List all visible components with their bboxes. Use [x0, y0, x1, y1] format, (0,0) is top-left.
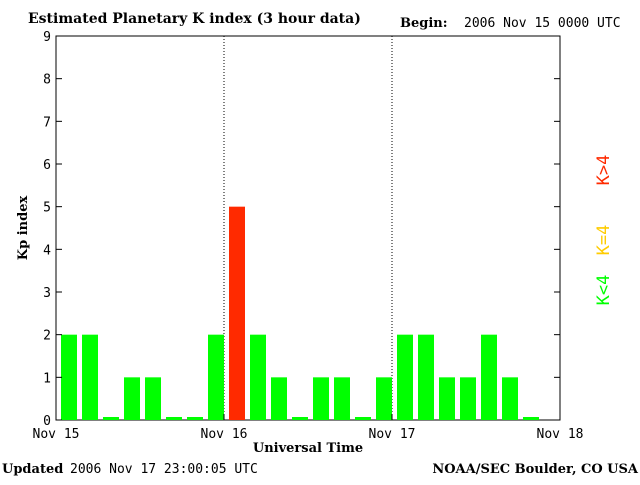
y-axis-label: Kp index — [16, 196, 31, 261]
kp-bar-18 — [418, 334, 434, 420]
legend-low: K<4 — [594, 275, 614, 306]
x-axis-label: Universal Time — [253, 441, 363, 456]
kp-bar-21 — [481, 334, 497, 420]
x-tick-label-4: Nov 18 — [537, 427, 584, 442]
y-ticks: 0 1 2 3 4 5 6 7 8 9 — [43, 30, 560, 429]
y-tick-label-6: 6 — [43, 158, 51, 173]
y-tick-label-7: 7 — [43, 115, 51, 130]
kp-bar-3 — [103, 417, 119, 420]
kp-bar-10 — [250, 334, 266, 420]
updated-label: Updated — [2, 462, 63, 477]
legend-equal: K=4 — [594, 225, 614, 256]
kp-bar-5 — [145, 377, 161, 420]
y-tick-label-5: 5 — [43, 201, 51, 216]
kp-bar-11 — [271, 377, 287, 420]
y-tick-label-4: 4 — [43, 243, 51, 258]
begin-label: Begin: — [400, 16, 448, 31]
day-separators — [223, 36, 393, 420]
kp-bar-13 — [313, 377, 329, 420]
source-credit: NOAA/SEC Boulder, CO USA — [432, 462, 639, 477]
begin-value: 2006 Nov 15 0000 UTC — [464, 16, 621, 31]
legend-high: K>4 — [594, 155, 614, 186]
kp-bar-16 — [376, 377, 392, 420]
kp-bar-1 — [61, 334, 77, 420]
x-tick-label-2: Nov 16 — [201, 427, 248, 442]
bars — [61, 206, 539, 420]
y-tick-label-2: 2 — [43, 329, 51, 344]
kp-bar-7 — [187, 417, 203, 420]
chart-title: Estimated Planetary K index (3 hour data… — [28, 11, 361, 27]
kp-bar-4 — [124, 377, 140, 420]
kp-bar-17 — [397, 334, 413, 420]
kp-bar-14 — [334, 377, 350, 420]
kp-bar-22 — [502, 377, 518, 420]
y-tick-label-8: 8 — [43, 73, 51, 88]
kp-bar-20 — [460, 377, 476, 420]
kp-bar-19 — [439, 377, 455, 420]
y-tick-label-3: 3 — [43, 286, 51, 301]
kp-bar-8 — [208, 334, 224, 420]
kp-bar-6 — [166, 417, 182, 420]
kp-bar-23 — [523, 417, 539, 420]
x-tick-label-3: Nov 17 — [369, 427, 416, 442]
kp-bar-9 — [229, 206, 245, 420]
kp-bar-12 — [292, 417, 308, 420]
updated-value: 2006 Nov 17 23:00:05 UTC — [70, 462, 258, 477]
y-tick-label-9: 9 — [43, 30, 51, 45]
x-tick-label-1: Nov 15 — [33, 427, 80, 442]
y-tick-label-0: 0 — [43, 414, 51, 429]
y-tick-label-1: 1 — [43, 371, 51, 386]
x-ticks: Nov 15 Nov 16 Nov 17 Nov 18 — [33, 414, 584, 442]
kp-bar-15 — [355, 417, 371, 420]
kp-bar-2 — [82, 334, 98, 420]
